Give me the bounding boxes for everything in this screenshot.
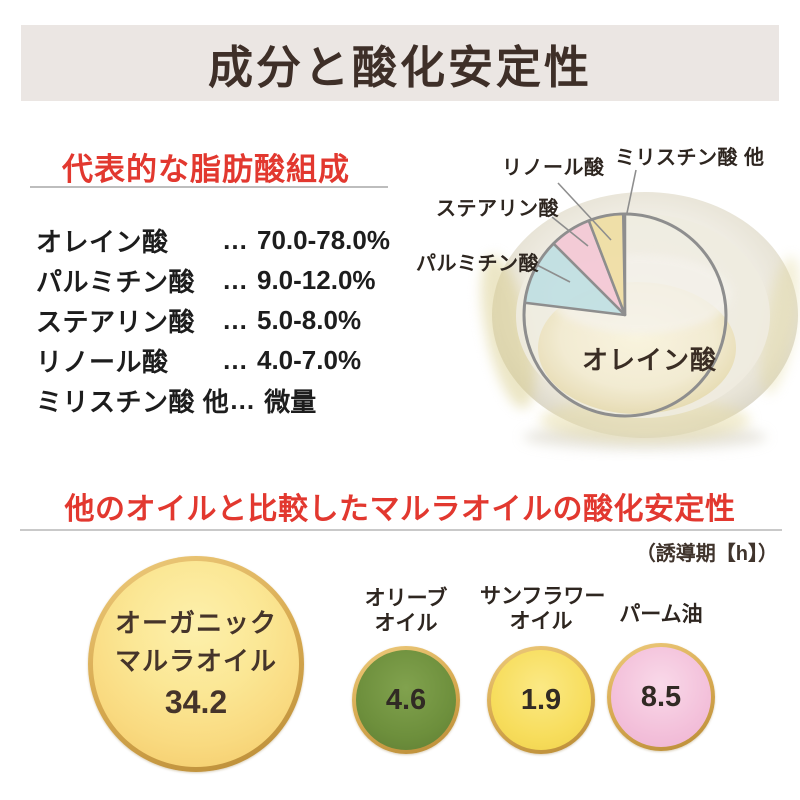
ellipsis: … [222,344,248,375]
palm-value: 8.5 [640,680,682,713]
unit-note: （誘導期【h】） [635,543,778,565]
fatty-acid-row: ステアリン酸 … 5.0-8.0% [36,302,416,338]
ellipsis: … [222,224,248,255]
fatty-acid-row: リノール酸 … 4.0-7.0% [36,342,416,378]
bubble-olive: 4.6 [352,646,460,754]
pointer-line-palmitic [534,263,571,283]
palm-label: パーム油 [607,602,715,627]
fatty-acid-name: ステアリン酸 [36,306,196,337]
stability-heading: 他のオイルと比較したマルラオイルの酸化安定性 [64,493,736,526]
sunflower-label: サンフラワー オイル [480,584,606,634]
fatty-acid-row: パルミチン酸 … 9.0-12.0% [36,262,416,298]
sunflower-value: 1.9 [520,683,562,716]
olive-label: オリーブ オイル [352,586,460,636]
bubble-marula: オーガニック マルラオイル 34.2 [88,556,304,772]
bubble-palm-fill: 8.5 [611,647,711,747]
heading-underline [30,186,388,188]
fatty-acid-name: パルミチン酸 [36,266,196,297]
marula-label-line2: マルラオイル [114,646,277,676]
fatty-acid-value: 9.0-12.0% [257,264,376,295]
fatty-acid-row: オレイン酸 … 70.0-78.0% [36,222,416,258]
fatty-acid-name: ミリスチン酸 他 [36,386,230,417]
olive-value: 4.6 [385,683,427,716]
bubble-sunflower: 1.9 [487,646,595,754]
pointer-line-stearic [551,216,589,247]
pointer-line-myristic [626,169,637,214]
ellipsis: … [222,304,248,335]
fatty-acid-row: ミリスチン酸 他 … 微量 [36,382,416,418]
fatty-acid-value: 70.0-78.0% [257,224,390,255]
stability-divider [20,529,782,531]
olive-label-line1: オリーブ [364,587,448,610]
pointer-line-linoleic [557,182,612,241]
sunflower-label-line1: サンフラワー [480,585,606,608]
oil-bowl-pie-chart [481,169,800,450]
pie-label-palmitic: パルミチン酸 [416,253,539,275]
composition-heading: 代表的な脂肪酸組成 [62,152,350,187]
page-title: 成分と酸化安定性 [207,41,592,93]
fatty-acid-value: 微量 [264,386,317,417]
sunflower-label-line2: オイル [509,610,573,633]
ellipsis: … [229,384,256,415]
fatty-acid-value: 4.0-7.0% [257,344,362,375]
oil-tint-left [481,255,535,409]
pie-label-myristic: ミリスチン酸 他 [615,147,765,169]
marula-value: 34.2 [164,684,228,720]
fatty-acid-name: リノール酸 [36,346,169,377]
fatty-acid-value: 5.0-8.0% [257,304,362,335]
palm-label-line1: パーム油 [619,603,703,626]
pie-label-stearic: ステアリン酸 [436,198,559,220]
pie-label-linoleic: リノール酸 [502,157,605,179]
ellipsis: … [222,264,248,295]
olive-label-line2: オイル [374,612,438,635]
pie-slice-linoleic [587,212,627,317]
bubble-marula-fill: オーガニック マルラオイル 34.2 [93,561,299,767]
pie-label-oleic: オレイン酸 [582,345,718,375]
bubble-palm: 8.5 [607,643,715,751]
marula-label-line1: オーガニック [114,608,277,638]
bubble-sunflower-fill: 1.9 [491,650,591,750]
header-banner: 成分と酸化安定性 [21,25,779,101]
oil-tint-right [760,256,800,394]
bubble-olive-fill: 4.6 [356,650,456,750]
fatty-acid-name: オレイン酸 [36,226,169,257]
